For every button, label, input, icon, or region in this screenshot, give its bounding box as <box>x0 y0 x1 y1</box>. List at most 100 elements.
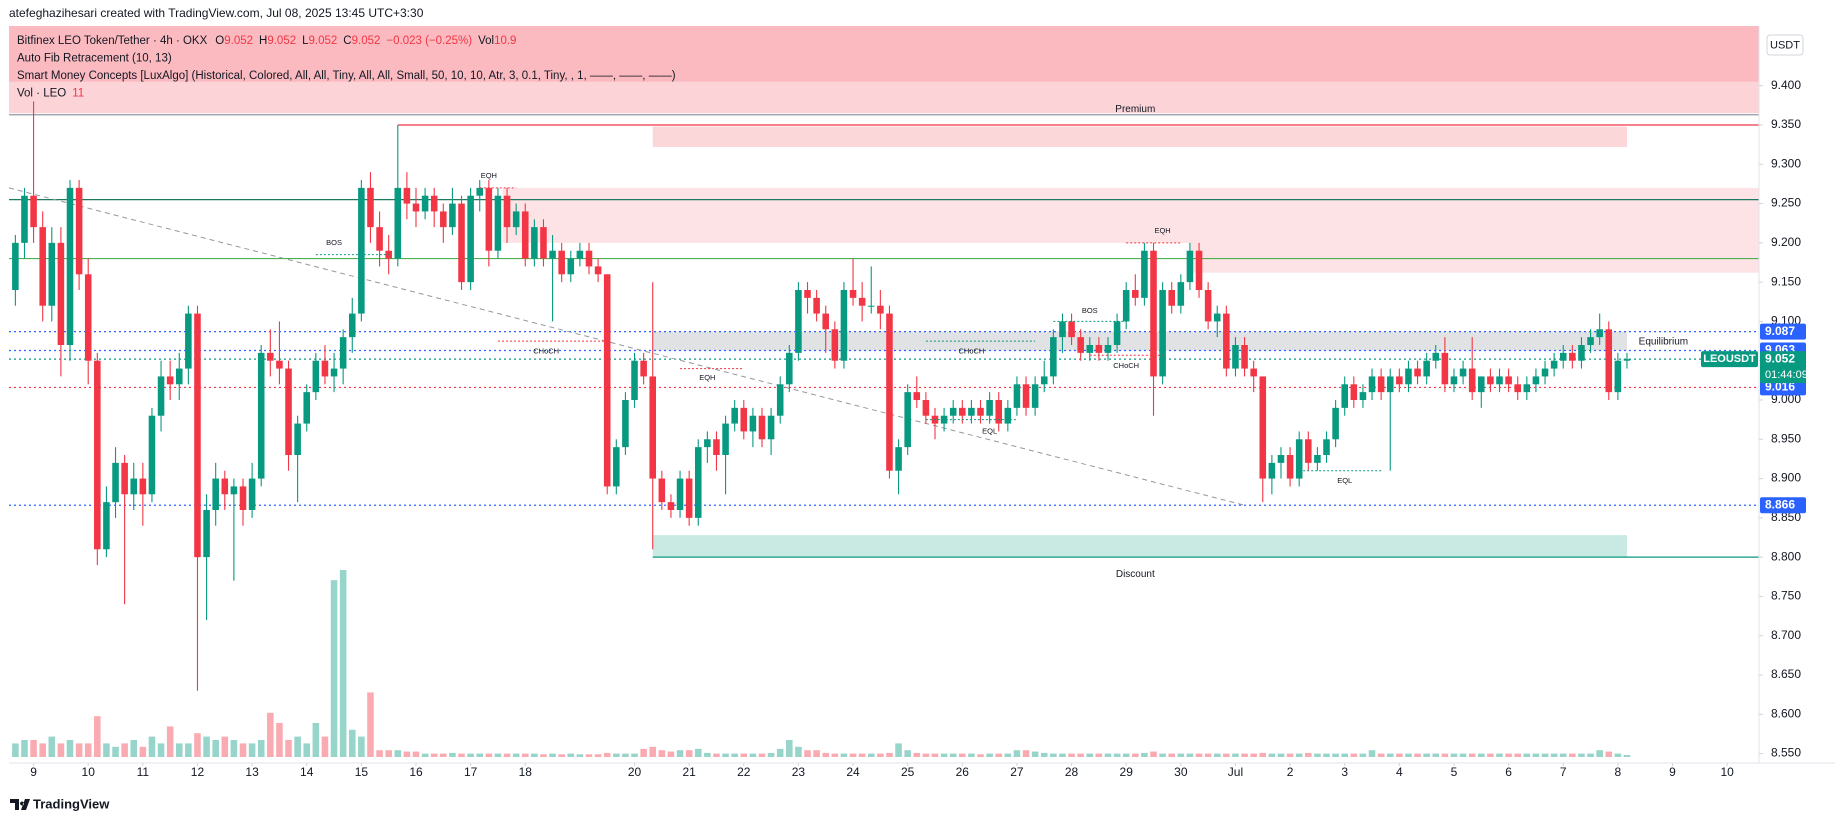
candle-body <box>968 407 975 416</box>
x-tick-label: 7 <box>1560 765 1567 779</box>
candle-body <box>1559 352 1567 361</box>
candle-body <box>421 195 429 212</box>
candle-body <box>667 502 675 510</box>
candle-body <box>503 195 511 228</box>
candle-body <box>758 415 766 440</box>
candle-body <box>1550 360 1558 369</box>
zone <box>9 81 1759 114</box>
volume-bar <box>103 743 110 757</box>
volume-bar <box>1523 753 1531 757</box>
candle-body <box>166 376 174 385</box>
candle-body <box>1150 250 1157 377</box>
volume-bar <box>476 753 484 757</box>
candle-body <box>1186 250 1194 283</box>
volume-legend: Vol · LEO 11 <box>17 88 84 100</box>
candle-body <box>403 187 411 204</box>
volume-bar <box>1213 753 1221 757</box>
candle-body <box>458 203 465 283</box>
volume-bar <box>904 750 911 757</box>
candle-body <box>886 313 893 471</box>
volume-bar <box>248 743 256 757</box>
y-tick-label: 9.000 <box>1771 392 1801 406</box>
volume-bar <box>39 743 46 757</box>
volume-bar <box>1550 753 1558 757</box>
volume-bar <box>1532 753 1540 757</box>
logo <box>10 799 30 810</box>
x-tick-label: 24 <box>846 765 860 779</box>
volume-bar <box>1305 752 1312 757</box>
candle-body <box>1031 384 1039 408</box>
zone <box>1189 242 1759 273</box>
price-label-box <box>1760 379 1806 396</box>
volume-bar <box>312 723 320 757</box>
y-tick-label: 8.800 <box>1771 549 1801 563</box>
candle-body <box>303 392 311 424</box>
candle-body <box>1277 455 1285 463</box>
candle-body <box>731 407 738 424</box>
candle-body <box>121 462 128 495</box>
volume-bar <box>995 753 1003 757</box>
indicator-legend: Auto Fib Retracement (10, 13) <box>17 53 172 65</box>
volume-bar <box>358 736 365 757</box>
volume-bar <box>1423 753 1430 757</box>
volume-bar <box>531 753 538 757</box>
volume-bar <box>722 753 729 757</box>
candle-body <box>1223 313 1230 369</box>
volume-bar <box>640 748 647 757</box>
volume-bar <box>12 743 19 757</box>
candle-body <box>640 360 647 377</box>
axes: USDT 9.4009.3509.3009.2509.2009.1509.100… <box>9 26 1835 779</box>
volume-bar <box>1031 751 1039 757</box>
volume-bar <box>840 753 848 757</box>
volume-bar <box>330 580 338 757</box>
volume-bar <box>1040 752 1048 757</box>
annotation: BOS <box>1082 306 1098 315</box>
candle-body <box>858 297 866 306</box>
volume-bar <box>895 743 902 757</box>
volume-bar <box>613 753 620 757</box>
x-tick-label: 14 <box>300 765 314 779</box>
volume-bar <box>1122 753 1130 757</box>
legend-main: Bitfinex LEO Token/Tether · 4h · OKX O9.0… <box>17 35 516 47</box>
annotation: Equilibrium <box>1639 336 1688 347</box>
candle-body <box>804 290 811 298</box>
candle-body <box>786 352 793 385</box>
volume-bar <box>84 743 92 757</box>
volume-bar <box>1441 753 1449 757</box>
candle-body <box>1314 455 1321 463</box>
volume-bar <box>394 750 402 757</box>
candle-body <box>139 478 147 495</box>
candle-body <box>776 384 784 416</box>
y-tick-label: 8.900 <box>1771 471 1801 485</box>
x-tick-label: 18 <box>519 765 533 779</box>
candle-body <box>1323 439 1330 455</box>
x-tick-label: 15 <box>355 765 369 779</box>
zone <box>652 535 1627 558</box>
volume-bar <box>1350 753 1358 757</box>
candle-body <box>722 423 729 455</box>
x-tick-label: 25 <box>901 765 915 779</box>
volume-bar <box>540 754 547 757</box>
candle-body <box>1569 352 1576 361</box>
candle-body <box>376 227 383 251</box>
volume-bar <box>1578 753 1585 757</box>
price-label: 9.087 <box>1765 324 1795 338</box>
volume-bar <box>276 723 283 757</box>
candle-body <box>440 211 447 228</box>
currency-box[interactable] <box>1766 34 1804 56</box>
candle-body <box>986 400 993 416</box>
candle-body <box>977 407 984 416</box>
volume-bar <box>1596 750 1603 757</box>
volume-bar <box>1450 753 1458 757</box>
y-tick-label: 9.150 <box>1771 274 1801 288</box>
symbol-label: LEOUSDT <box>1703 353 1756 365</box>
candle-body <box>1113 321 1121 345</box>
volume-bar <box>1386 753 1394 757</box>
candle-body <box>1086 345 1094 353</box>
volume-bar <box>1587 753 1594 757</box>
volume-bar <box>931 753 939 757</box>
volume-bar <box>75 743 83 757</box>
candle-body <box>1350 384 1358 400</box>
candle-body <box>622 400 629 448</box>
